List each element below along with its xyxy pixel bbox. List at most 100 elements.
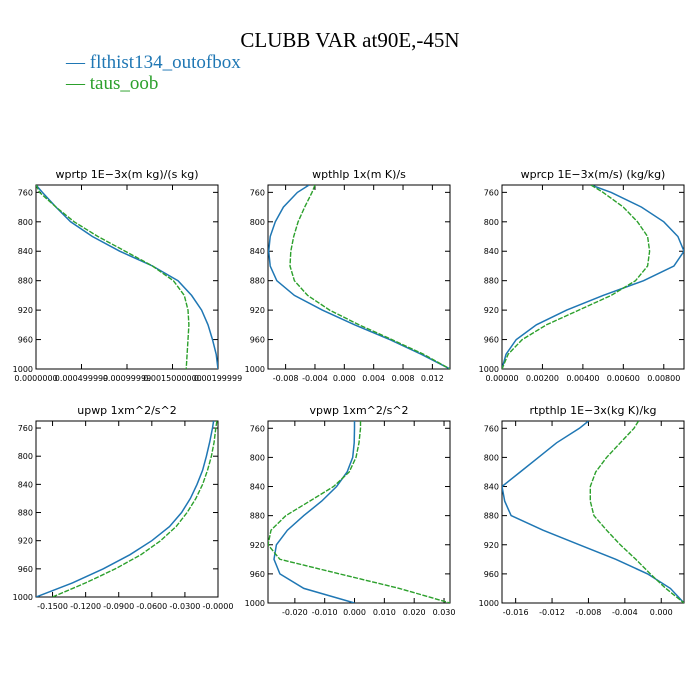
y-tick-label: 1000 [479,365,499,374]
y-tick-label: 840 [18,480,33,489]
x-tick-label: 0.0015000000 [143,374,202,383]
y-tick-label: 760 [484,424,499,433]
legend-label-1: flthist134_outofbox [89,52,241,73]
plot-frame [501,184,685,370]
y-tick-label: 800 [250,453,265,462]
x-tick-label: -0.0000 [203,602,234,611]
y-tick-label: 840 [250,247,265,256]
subplot-1: wprtp 1E−3x(m kg)/(s kg) 760 800 840 880 920 9… [13,168,243,383]
plot-frame [501,420,685,604]
legend-label-2: taus_oob [89,73,159,94]
subplot-title: wprtp 1E−3x(m kg)/(s kg) [56,168,199,181]
x-tick-label: 0.012 [421,374,444,383]
y-tick-label: 760 [484,188,499,197]
legend-entry-2: — taus_oob [66,73,159,94]
series-line-flthist134 [273,421,356,603]
x-tick-label: 0.020 [403,608,426,617]
y-tick-label: 880 [484,277,499,286]
y-tick-label: 920 [250,306,265,315]
y-tick-label: 800 [18,218,33,227]
series-line-taus-oob [502,185,651,369]
y-tick-label: 920 [484,541,499,550]
x-tick-label: 0.0000000 [14,374,57,383]
y-tick-label: 1000 [479,599,499,608]
x-tick-label: -0.010 [312,608,338,617]
y-tick-label: 800 [484,218,499,227]
subplot-title: wpthlp 1x(m K)/s [312,168,406,181]
y-tick-label: 1000 [245,599,265,608]
y-tick-label: 880 [18,509,33,518]
subplot-title: wprcp 1E−3x(m/s) (kg/kg) [521,168,666,181]
x-tick-label: -0.004 [612,608,638,617]
subplot-title: rtpthlp 1E−3x(kg K)/kg [529,404,656,417]
plot-frame [267,420,451,604]
y-tick-label: 840 [250,483,265,492]
y-tick-label: 840 [484,483,499,492]
x-tick-label: -0.012 [539,608,565,617]
y-tick-label: 1000 [245,365,265,374]
y-tick-label: 760 [18,188,33,197]
y-tick-label: 960 [484,336,499,345]
x-tick-label: 0.00000 [485,374,518,383]
plot-frame [267,184,451,370]
y-tick-label: 920 [18,306,33,315]
x-tick-label: 0.030 [433,608,456,617]
x-tick-label: -0.0900 [103,602,134,611]
y-tick-label: 960 [250,336,265,345]
x-tick-label: -0.008 [576,608,602,617]
series-line-taus-oob [289,185,450,369]
x-tick-label: -0.1200 [70,602,101,611]
series-line-flthist134 [268,185,450,369]
x-tick-label: 0.00200 [526,374,559,383]
y-tick-label: 1000 [13,593,33,602]
y-tick-label: 880 [18,277,33,286]
subplot-2: wpthlp 1x(m K)/s 760 800 840 880 920 960 1000 -0… [245,168,451,383]
x-tick-label: -0.0300 [169,602,200,611]
y-tick-label: 920 [484,306,499,315]
y-tick-label: 920 [250,541,265,550]
legend-entry-1: — flthist134_outofbox [66,52,241,73]
x-tick-label: 0.010 [373,608,396,617]
x-tick-label: 0.000 [650,608,673,617]
subplot-5: vpwp 1xm^2/s^2 760 800 840 880 920 960 1000 -0.0… [245,404,456,617]
x-tick-label: 0.000 [343,608,366,617]
y-tick-label: 840 [18,247,33,256]
x-tick-label: 0.00600 [607,374,640,383]
y-tick-label: 880 [250,277,265,286]
figure-title: CLUBB VAR at90E,-45N [240,28,460,52]
y-tick-label: 960 [484,570,499,579]
x-tick-label: 0.004 [362,374,385,383]
series-line-taus-oob [589,421,684,603]
y-tick-label: 920 [18,537,33,546]
x-tick-label: 0.00199999 [194,374,242,383]
y-tick-label: 800 [250,218,265,227]
y-tick-label: 760 [18,424,33,433]
y-tick-label: 840 [484,247,499,256]
x-tick-label: 0.000499999 [55,374,108,383]
series-line-taus-oob [268,421,450,603]
y-tick-label: 760 [250,424,265,433]
y-tick-label: 880 [250,512,265,521]
subplot-title: upwp 1xm^2/s^2 [77,404,177,417]
x-tick-label: 0.00400 [566,374,599,383]
subplot-title: vpwp 1xm^2/s^2 [309,404,408,417]
y-tick-label: 800 [484,453,499,462]
x-tick-label: -0.020 [282,608,308,617]
x-tick-label: -0.0600 [136,602,167,611]
x-tick-label: 0.00800 [647,374,680,383]
x-tick-label: -0.004 [302,374,328,383]
y-tick-label: 960 [18,565,33,574]
x-tick-label: -0.1500 [37,602,68,611]
y-tick-label: 960 [18,336,33,345]
series-line-taus-oob [52,421,218,597]
x-tick-label: 0.000 [333,374,356,383]
x-tick-label: 0.008 [392,374,415,383]
series-line-taus-oob [36,185,190,369]
subplot-6: rtpthlp 1E−3x(kg K)/kg 760 800 840 880 920 960… [479,404,685,617]
y-tick-label: 1000 [13,365,33,374]
series-line-flthist134 [502,421,684,603]
subplot-4: upwp 1xm^2/s^2 760 800 840 880 920 960 1000 -0.1… [13,404,234,611]
y-tick-label: 800 [18,452,33,461]
x-tick-label: -0.008 [273,374,299,383]
